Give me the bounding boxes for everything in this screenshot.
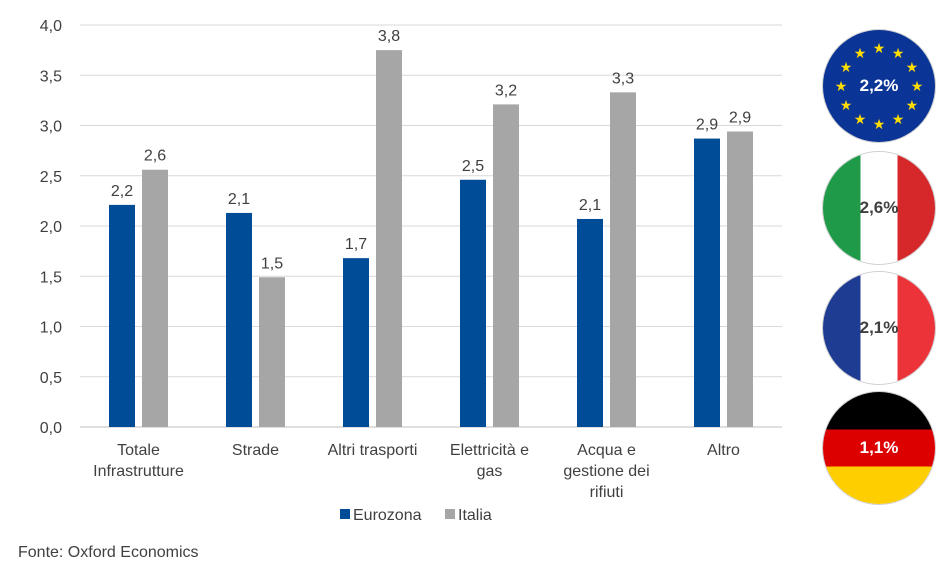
bar-italia [610, 92, 636, 428]
x-tick-label: gas [477, 463, 503, 480]
x-tick-label: Infrastrutture [93, 463, 184, 480]
x-tick-label: rifiuti [590, 484, 624, 501]
bar-eurozona [109, 204, 135, 427]
legend-label-italia: Italia [458, 507, 492, 524]
legend-swatch-eurozona [340, 509, 350, 519]
germany-flag-icon: 1,1% [823, 392, 935, 504]
germany-value: 1,1% [859, 438, 899, 457]
bar-italia [493, 104, 519, 428]
eu-star-icon: ★ [834, 78, 848, 94]
eu-star-icon: ★ [839, 97, 853, 113]
bar-eurozona [343, 258, 369, 427]
y-tick-label: 4,0 [40, 18, 62, 35]
data-label: 2,6 [144, 148, 166, 165]
data-label: 3,3 [612, 70, 634, 87]
bar-eurozona [226, 212, 252, 427]
eu-star-icon: ★ [891, 110, 905, 127]
data-label: 3,8 [378, 28, 400, 45]
eu-star-icon: ★ [872, 40, 886, 56]
data-label: 2,9 [729, 110, 751, 127]
legend-swatch-italia [445, 509, 455, 519]
y-tick-label: 0,0 [40, 420, 62, 437]
eu-star-icon: ★ [905, 59, 919, 75]
y-tick-label: 3,0 [40, 119, 62, 136]
data-label: 2,9 [696, 117, 718, 134]
bar-italia [259, 277, 285, 427]
eu-star-icon: ★ [872, 116, 886, 132]
data-label: 2,2 [111, 183, 133, 200]
y-tick-label: 2,0 [40, 219, 62, 236]
bar-italia [727, 131, 753, 427]
x-tick-label: Altro [707, 442, 740, 459]
eurozone-value: 2,2% [859, 76, 899, 95]
y-tick-label: 1,5 [40, 269, 62, 286]
x-tick-label: Acqua e [577, 442, 636, 459]
eu-star-icon: ★ [853, 45, 867, 62]
eu-star-icon: ★ [905, 97, 919, 113]
eu-star-icon: ★ [891, 45, 905, 62]
x-tick-label: Elettricità e [450, 442, 529, 459]
data-label: 2,5 [462, 158, 484, 175]
eu-star-icon: ★ [853, 110, 867, 127]
data-label: 3,2 [495, 82, 517, 99]
y-tick-label: 3,5 [40, 68, 62, 85]
eu-star-icon: ★ [839, 59, 853, 75]
y-tick-label: 1,0 [40, 320, 62, 337]
y-tick-label: 0,5 [40, 370, 62, 387]
data-label: 2,1 [579, 197, 601, 214]
bar-italia [376, 50, 402, 427]
x-tick-label: Altri trasporti [328, 442, 418, 459]
eu-flag-icon: ★ ★ ★ ★ ★ ★ ★ ★ ★ ★ ★ ★ 2,2% [823, 30, 935, 142]
data-label: 1,5 [261, 255, 283, 272]
italy-value: 2,6% [859, 198, 899, 217]
x-tick-label: gestione dei [563, 463, 649, 480]
data-label: 1,7 [345, 236, 367, 253]
bar-eurozona [460, 179, 486, 427]
bar-eurozona [694, 138, 720, 427]
france-value: 2,1% [859, 318, 899, 337]
bar-eurozona [577, 218, 603, 427]
x-tick-label: Strade [232, 442, 279, 459]
france-flag-icon: 2,1% [823, 272, 935, 384]
bar-italia [142, 169, 168, 427]
x-tick-label: Totale [117, 442, 160, 459]
legend-label-eurozona: Eurozona [353, 507, 422, 524]
eu-star-icon: ★ [910, 78, 924, 94]
data-label: 2,1 [228, 191, 250, 208]
source-note: Fonte: Oxford Economics [18, 544, 199, 561]
italy-flag-icon: 2,6% [823, 152, 935, 264]
y-tick-label: 2,5 [40, 169, 62, 186]
